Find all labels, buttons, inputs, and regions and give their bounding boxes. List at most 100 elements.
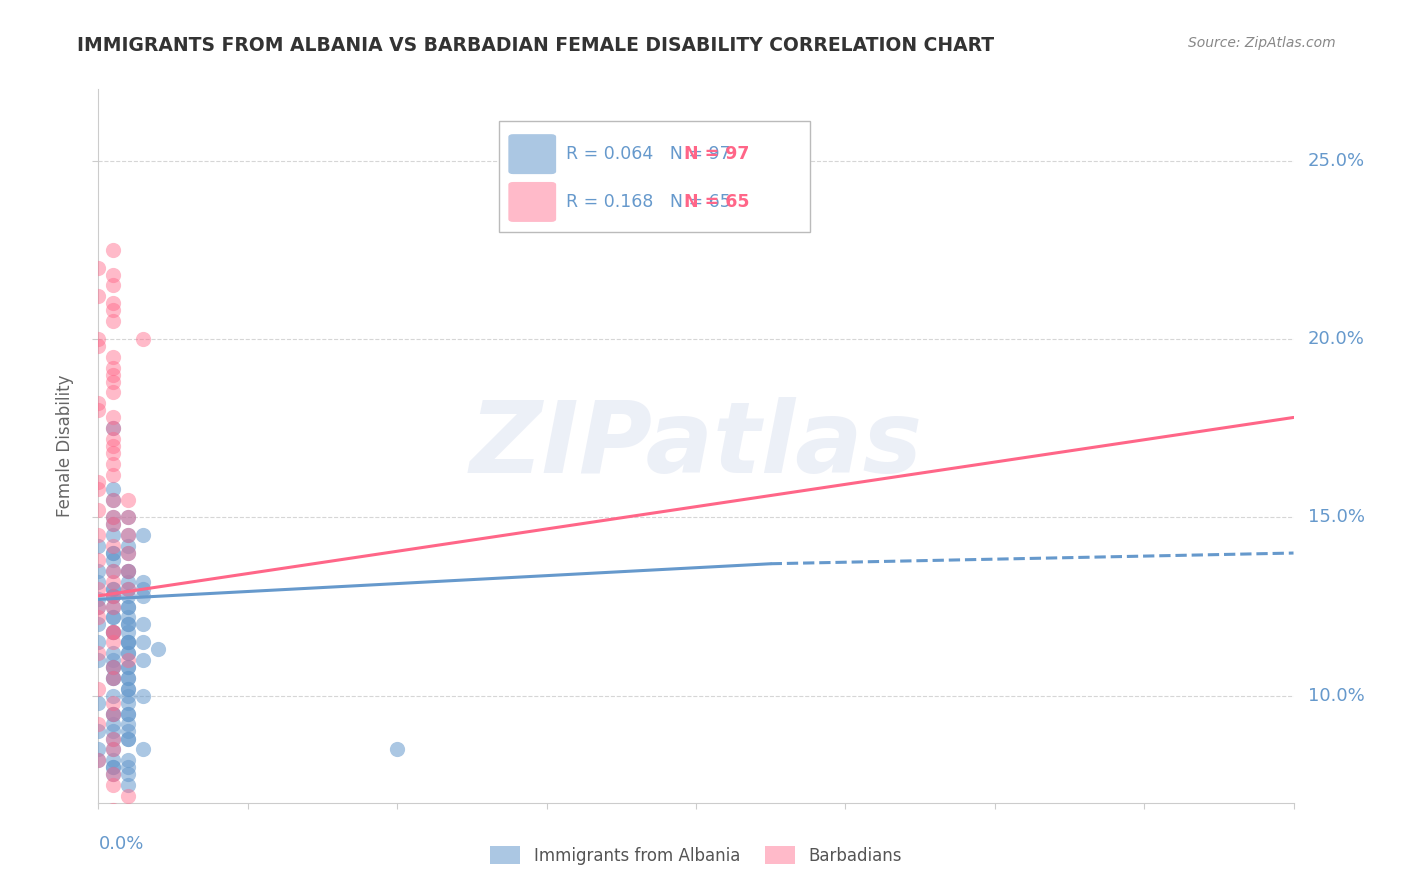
- Point: [117, 624, 139, 639]
- Point: [103, 528, 125, 542]
- Point: [103, 582, 125, 596]
- Point: [117, 528, 139, 542]
- Point: [87, 553, 110, 567]
- Point: [148, 642, 170, 657]
- Point: [117, 671, 139, 685]
- Point: [103, 724, 125, 739]
- Point: [117, 660, 139, 674]
- Point: [103, 492, 125, 507]
- Point: [132, 574, 155, 589]
- Point: [103, 314, 125, 328]
- Point: [103, 660, 125, 674]
- Point: [87, 653, 110, 667]
- Point: [103, 574, 125, 589]
- Text: ZIPatlas: ZIPatlas: [470, 398, 922, 494]
- Point: [117, 717, 139, 731]
- Point: [132, 689, 155, 703]
- Point: [132, 653, 155, 667]
- Point: [103, 296, 125, 310]
- Text: N = 65: N = 65: [685, 193, 749, 211]
- Point: [87, 339, 110, 353]
- Point: [117, 660, 139, 674]
- Point: [87, 610, 110, 624]
- Point: [103, 742, 125, 756]
- Point: [103, 564, 125, 578]
- Point: [103, 446, 125, 460]
- Point: [103, 689, 125, 703]
- Point: [103, 582, 125, 596]
- Point: [87, 564, 110, 578]
- Point: [103, 706, 125, 721]
- Point: [103, 778, 125, 792]
- Point: [103, 660, 125, 674]
- Point: [87, 403, 110, 417]
- Point: [103, 706, 125, 721]
- Point: [103, 742, 125, 756]
- Text: R = 0.168   N = 65: R = 0.168 N = 65: [565, 193, 731, 211]
- Point: [87, 592, 110, 607]
- Point: [103, 624, 125, 639]
- Point: [103, 421, 125, 435]
- Point: [103, 753, 125, 767]
- Text: 15.0%: 15.0%: [1308, 508, 1365, 526]
- Point: [117, 778, 139, 792]
- Point: [87, 260, 110, 275]
- Point: [117, 681, 139, 696]
- Point: [117, 646, 139, 660]
- Point: [103, 803, 125, 817]
- Point: [117, 689, 139, 703]
- Point: [103, 706, 125, 721]
- Point: [87, 635, 110, 649]
- Point: [117, 492, 139, 507]
- Point: [103, 360, 125, 375]
- Point: [103, 610, 125, 624]
- Point: [87, 599, 110, 614]
- Text: Source: ZipAtlas.com: Source: ZipAtlas.com: [1188, 36, 1336, 50]
- Point: [117, 610, 139, 624]
- Point: [132, 589, 155, 603]
- Point: [103, 696, 125, 710]
- Point: [117, 767, 139, 781]
- Point: [132, 742, 155, 756]
- Point: [103, 653, 125, 667]
- FancyBboxPatch shape: [509, 182, 557, 222]
- Point: [103, 510, 125, 524]
- Point: [87, 332, 110, 346]
- Point: [103, 368, 125, 382]
- Point: [117, 731, 139, 746]
- Y-axis label: Female Disability: Female Disability: [56, 375, 75, 517]
- Point: [87, 717, 110, 731]
- Point: [117, 646, 139, 660]
- Point: [132, 528, 155, 542]
- Point: [117, 789, 139, 803]
- Point: [103, 439, 125, 453]
- Point: [103, 268, 125, 282]
- Text: 20.0%: 20.0%: [1308, 330, 1365, 348]
- Point: [103, 385, 125, 400]
- Point: [87, 599, 110, 614]
- Point: [103, 243, 125, 257]
- Point: [103, 278, 125, 293]
- Text: 10.0%: 10.0%: [1308, 687, 1365, 705]
- Point: [117, 760, 139, 774]
- Point: [87, 396, 110, 410]
- Point: [87, 475, 110, 489]
- Point: [103, 624, 125, 639]
- Point: [87, 582, 110, 596]
- Point: [117, 546, 139, 560]
- Point: [103, 731, 125, 746]
- Point: [103, 375, 125, 389]
- Text: R = 0.064   N = 97: R = 0.064 N = 97: [565, 145, 730, 163]
- Point: [87, 646, 110, 660]
- Point: [87, 528, 110, 542]
- Point: [103, 510, 125, 524]
- Point: [103, 482, 125, 496]
- Point: [117, 564, 139, 578]
- Point: [103, 457, 125, 471]
- Point: [103, 599, 125, 614]
- Point: [132, 617, 155, 632]
- Point: [103, 671, 125, 685]
- Point: [103, 599, 125, 614]
- Point: [117, 653, 139, 667]
- Point: [132, 635, 155, 649]
